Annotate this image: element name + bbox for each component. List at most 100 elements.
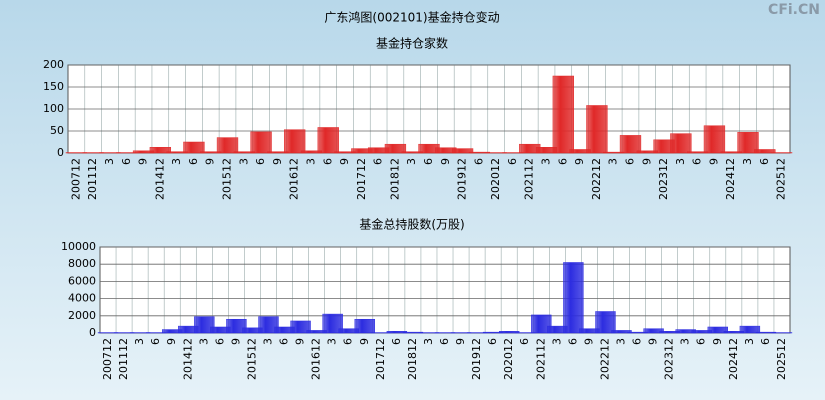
x-tick-label: 3 xyxy=(741,158,754,165)
x-tick-label: 201612 xyxy=(310,338,323,380)
x-tick-label: 200712 xyxy=(101,338,114,380)
x-tick-label: 6 xyxy=(149,338,162,345)
x-tick-label: 6 xyxy=(691,158,704,165)
x-tick-label: 3 xyxy=(550,338,563,345)
x-tick-label: 202012 xyxy=(489,158,502,200)
bar xyxy=(290,320,311,334)
x-tick-label: 3 xyxy=(422,338,435,345)
x-tick-label: 6 xyxy=(566,338,579,345)
bar xyxy=(611,330,632,334)
page-title: 广东鸿图(002101)基金持仓变动 xyxy=(324,10,499,25)
bar xyxy=(563,262,584,334)
bar xyxy=(226,318,247,334)
x-tick-label: 202312 xyxy=(657,158,670,200)
x-tick-label: 202112 xyxy=(534,338,547,380)
x-tick-label: 6 xyxy=(759,338,772,345)
x-tick-label: 9 xyxy=(271,158,284,165)
bar xyxy=(250,131,272,154)
watermark: CFi.CN xyxy=(768,2,820,18)
bar xyxy=(739,325,761,334)
x-tick-label: 6 xyxy=(278,338,291,345)
y-tick-label: 8000 xyxy=(68,257,96,270)
x-tick-label: 6 xyxy=(631,338,644,345)
x-tick-label: 6 xyxy=(187,158,200,165)
x-tick-label: 9 xyxy=(165,338,178,345)
x-tick-label: 202212 xyxy=(590,158,603,200)
x-tick-label: 6 xyxy=(623,158,636,165)
y-tick-label: 100 xyxy=(43,102,64,115)
x-tick-label: 202512 xyxy=(775,158,788,200)
x-tick-label: 201112 xyxy=(117,338,130,380)
x-tick-label: 9 xyxy=(439,158,452,165)
x-tick-label: 6 xyxy=(695,338,708,345)
x-tick-label: 6 xyxy=(758,158,771,165)
y-tick-label: 10000 xyxy=(61,240,96,253)
x-tick-label: 3 xyxy=(679,338,692,345)
bar xyxy=(552,75,574,154)
x-tick-label: 3 xyxy=(261,338,274,345)
x-tick-label: 3 xyxy=(170,158,183,165)
bar xyxy=(703,125,726,154)
bar xyxy=(670,133,692,154)
x-tick-label: 3 xyxy=(197,338,210,345)
x-tick-label: 6 xyxy=(422,158,435,165)
y-tick-label: 50 xyxy=(50,124,64,137)
x-tick-label: 202312 xyxy=(663,338,676,380)
x-tick-label: 6 xyxy=(472,158,485,165)
x-tick-label: 6 xyxy=(438,338,451,345)
bar xyxy=(384,143,407,154)
x-tick-label: 9 xyxy=(358,338,371,345)
x-tick-label: 6 xyxy=(390,338,403,345)
bar xyxy=(317,127,339,154)
bar xyxy=(183,141,205,154)
x-tick-label: 9 xyxy=(711,338,724,345)
plot-area xyxy=(99,246,791,334)
bar xyxy=(586,105,608,154)
bar xyxy=(194,316,215,334)
x-tick-label: 3 xyxy=(405,158,418,165)
x-tick-label: 202412 xyxy=(727,338,740,380)
x-tick-label: 3 xyxy=(237,158,250,165)
x-tick-label: 3 xyxy=(540,158,553,165)
bar xyxy=(531,314,552,334)
bar xyxy=(354,318,375,334)
x-tick-label: 9 xyxy=(707,158,720,165)
x-tick-label: 201512 xyxy=(221,158,234,200)
x-tick-label: 9 xyxy=(137,158,150,165)
bar xyxy=(643,328,664,334)
x-tick-label: 6 xyxy=(372,158,385,165)
x-tick-label: 3 xyxy=(103,158,116,165)
x-tick-label: 3 xyxy=(607,158,620,165)
x-tick-label: 6 xyxy=(120,158,133,165)
x-tick-label: 3 xyxy=(326,338,339,345)
x-tick-label: 9 xyxy=(338,158,351,165)
x-tick-label: 201512 xyxy=(245,338,258,380)
bar xyxy=(498,331,520,334)
x-tick-label: 3 xyxy=(304,158,317,165)
bar xyxy=(149,147,172,154)
x-tick-label: 3 xyxy=(133,338,146,345)
bar xyxy=(595,311,616,334)
y-tick-label: 0 xyxy=(89,326,96,339)
x-tick-label: 9 xyxy=(640,158,653,165)
x-tick-label: 9 xyxy=(204,158,217,165)
x-tick-label: 6 xyxy=(254,158,267,165)
x-tick-label: 3 xyxy=(674,158,687,165)
x-tick-label: 202412 xyxy=(724,158,737,200)
x-tick-label: 201112 xyxy=(86,158,99,200)
x-tick-label: 201812 xyxy=(388,158,401,200)
x-tick-label: 6 xyxy=(342,338,355,345)
x-tick-label: 9 xyxy=(454,338,467,345)
bar xyxy=(737,132,759,154)
x-tick-label: 201812 xyxy=(406,338,419,380)
bar xyxy=(258,316,279,334)
x-tick-label: 201612 xyxy=(288,158,301,200)
bar xyxy=(707,326,728,334)
x-tick-label: 9 xyxy=(229,338,242,345)
chart-title: 基金总持股数(万股) xyxy=(359,217,464,232)
x-tick-label: 202512 xyxy=(775,338,788,380)
x-tick-label: 6 xyxy=(518,338,531,345)
y-tick-label: 200 xyxy=(43,58,64,71)
x-tick-label: 6 xyxy=(556,158,569,165)
bar xyxy=(619,135,642,154)
